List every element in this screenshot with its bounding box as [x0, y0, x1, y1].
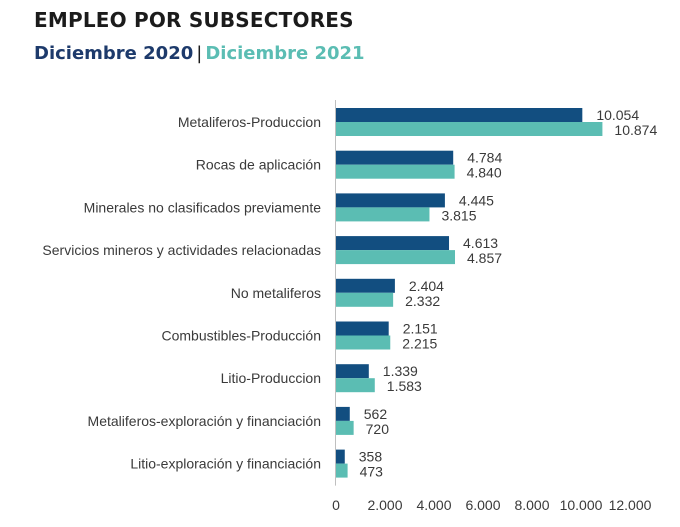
data-label-2021: 1.583 — [387, 378, 422, 394]
bar-2021 — [336, 207, 430, 222]
x-tick-label: 2.000 — [367, 497, 402, 513]
data-label-2021: 4.840 — [467, 165, 502, 181]
data-label-2020: 4.784 — [467, 150, 502, 166]
data-label-2021: 473 — [360, 464, 384, 480]
x-tick-label: 8.000 — [514, 497, 549, 513]
data-label-2021: 720 — [366, 421, 390, 437]
data-label-2021: 10.874 — [614, 122, 657, 138]
x-tick-label: 4.000 — [416, 497, 451, 513]
bar-2020 — [336, 321, 389, 336]
chart-subtitle: Diciembre 2020 | Diciembre 2021 — [34, 43, 365, 64]
category-label: Metaliferos-exploración y financiación — [88, 413, 321, 429]
legend-series-2020: Diciembre 2020 — [34, 43, 194, 64]
data-label-2020: 4.445 — [459, 192, 494, 208]
legend-separator: | — [196, 43, 203, 64]
bar-2021 — [336, 250, 455, 265]
category-label: Litio-exploración y financiación — [130, 456, 321, 472]
bar-2020 — [336, 236, 450, 251]
chart-title: EMPLEO POR SUBSECTORES — [34, 8, 354, 32]
bar-2020 — [336, 406, 350, 421]
data-label-2021: 4.857 — [467, 250, 502, 266]
x-tick-label: 10.000 — [560, 497, 603, 513]
category-label: Metaliferos-Produccion — [178, 114, 321, 130]
data-label-2020: 2.404 — [409, 278, 444, 294]
category-label: Servicios mineros y actividades relacion… — [42, 242, 321, 258]
bar-2020 — [336, 364, 369, 379]
bar-2021 — [336, 164, 455, 179]
x-tick-label: 12.000 — [609, 497, 652, 513]
data-label-2020: 10.054 — [596, 107, 639, 123]
category-label: Litio-Produccion — [221, 370, 321, 386]
data-label-2021: 2.215 — [402, 336, 437, 352]
bar-2021 — [336, 335, 391, 350]
category-label: No metaliferos — [231, 285, 321, 301]
x-tick-label: 0 — [332, 497, 340, 513]
data-label-2020: 4.613 — [463, 235, 498, 251]
data-label-2020: 358 — [359, 449, 383, 465]
data-label-2020: 562 — [364, 406, 388, 422]
data-label-2021: 2.332 — [405, 293, 440, 309]
data-label-2020: 2.151 — [403, 321, 438, 337]
bar-2020 — [336, 449, 345, 464]
x-tick-label: 6.000 — [465, 497, 500, 513]
category-label: Minerales no clasificados previamente — [84, 199, 322, 215]
bar-2021 — [336, 378, 375, 393]
bar-2021 — [336, 463, 348, 478]
category-label: Rocas de aplicación — [196, 157, 321, 173]
data-label-2020: 1.339 — [383, 363, 418, 379]
legend-series-2021: Diciembre 2021 — [205, 43, 365, 64]
bar-2020 — [336, 278, 395, 293]
category-label: Combustibles-Producción — [161, 328, 321, 344]
bar-2021 — [336, 420, 354, 435]
data-label-2021: 3.815 — [441, 207, 476, 223]
bar-2021 — [336, 122, 603, 136]
bar-2020 — [336, 108, 583, 122]
bar-2020 — [336, 150, 454, 165]
bar-2020 — [336, 193, 445, 208]
bar-2021 — [336, 292, 394, 307]
